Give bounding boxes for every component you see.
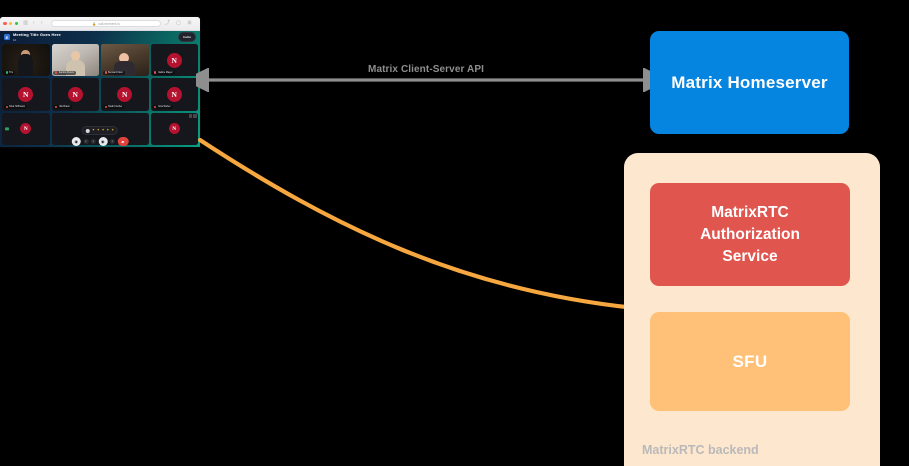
window-traffic-lights[interactable] <box>3 21 19 26</box>
matrixrtc-backend-caption: MatrixRTC backend <box>642 443 759 457</box>
participant-tile[interactable]: N Nils Braun <box>51 78 99 111</box>
raise-hand-button[interactable]: • <box>90 138 96 144</box>
matrixrtc-authorization-service-node[interactable]: MatrixRTC Authorization Service <box>650 183 850 286</box>
end-call-button[interactable]: ▰ <box>117 136 129 146</box>
expand-icon[interactable] <box>193 114 197 118</box>
reaction-star-icon[interactable]: ✦ <box>96 127 100 132</box>
auth-label-line-2: Authorization <box>700 225 800 243</box>
video-call-app: E Meeting Title Goes Here 12 · Invite Ti… <box>0 31 200 147</box>
sfu-label: SFU <box>732 351 768 371</box>
auth-label-line-3: Service <box>722 247 778 265</box>
maximize-window-button[interactable] <box>14 21 19 26</box>
share-icon[interactable]: ⤴ <box>165 20 171 26</box>
browser-toolbar: ▥ ‹ › 🔒 call.element.io ⤴ ▢ ⊞ <box>0 17 200 31</box>
share-screen-button[interactable]: • <box>109 138 115 144</box>
avatar: N <box>117 86 133 102</box>
call-controls: ✦ ✦ ✦ ✦ ✦ ◉ • • ◉ • ▰ <box>71 126 129 146</box>
address-bar-url: call.element.io <box>98 21 121 26</box>
control-buttons: ◉ • • ◉ • ▰ <box>71 136 129 146</box>
microphone-muted-icon <box>104 71 107 74</box>
screenshare-tile[interactable]: N <box>2 112 50 145</box>
screenshare-indicator <box>5 127 10 131</box>
meeting-info: Meeting Title Goes Here 12 · <box>13 32 175 42</box>
participant-tile[interactable]: Bernard Klein <box>101 44 149 77</box>
reaction-star-icon[interactable]: ✦ <box>106 127 110 132</box>
participant-tile[interactable]: N <box>150 112 198 145</box>
participant-name: Nora Weber <box>157 105 171 109</box>
participant-name-chip: Nina Hoffmann <box>3 104 28 110</box>
screen-share-icon <box>5 127 10 131</box>
reaction-star-icon[interactable]: ✦ <box>101 127 105 132</box>
participant-name: Tim <box>9 71 14 75</box>
puzzle-icon[interactable]: ⊞ <box>187 20 192 26</box>
address-bar[interactable]: 🔒 call.element.io <box>51 19 161 28</box>
matrix-homeserver-node[interactable]: Matrix Homeserver <box>650 31 849 134</box>
client-server-api-arrow <box>196 68 656 92</box>
lock-icon: 🔒 <box>92 21 97 26</box>
participant-name-chip: Sandra Peters <box>53 70 76 75</box>
participant-name-chip: Tim <box>3 70 16 75</box>
matrixrtc-authorization-service-label: MatrixRTC Authorization Service <box>700 202 800 268</box>
tile-badges <box>188 114 197 118</box>
auth-label-line-1: MatrixRTC <box>711 203 789 221</box>
invite-button[interactable]: Invite <box>178 32 196 42</box>
participant-tile[interactable]: Sandra Peters <box>51 44 99 77</box>
matrixrtc-backend-panel: MatrixRTC Authorization Service SFU Matr… <box>624 153 880 466</box>
participant-name: Nadine Mayer <box>157 71 173 75</box>
participant-name-chip: Noah Fischer <box>102 104 125 110</box>
reaction-star-icon[interactable]: ✦ <box>111 127 115 132</box>
sfu-node[interactable]: SFU <box>650 312 850 411</box>
participant-name-chip: Nadine Mayer <box>152 70 175 75</box>
avatar: N <box>166 86 182 102</box>
avatar: N <box>67 86 83 102</box>
participant-name: Nils Braun <box>58 105 70 109</box>
microphone-muted-icon <box>55 105 58 109</box>
reaction-star-icon[interactable]: ✦ <box>91 127 95 132</box>
microphone-button[interactable]: ◉ <box>71 136 81 146</box>
more-button[interactable]: • <box>83 138 89 144</box>
participant-count: 12 · <box>13 37 18 42</box>
camera-button[interactable]: ◉ <box>98 136 108 146</box>
participant-tile[interactable]: Tim <box>2 44 50 77</box>
microphone-muted-icon <box>154 71 157 74</box>
reaction-bar[interactable]: ✦ ✦ ✦ ✦ ✦ <box>81 126 119 135</box>
participant-name: Sandra Peters <box>58 71 74 75</box>
browser-window: ▥ ‹ › 🔒 call.element.io ⤴ ▢ ⊞ E Meeting … <box>0 17 200 147</box>
rtc-connection-curve <box>197 137 638 311</box>
pin-icon[interactable] <box>188 114 193 118</box>
avatar: N <box>166 52 182 68</box>
call-header: E Meeting Title Goes Here 12 · Invite <box>0 31 200 43</box>
tabs-icon[interactable]: ▢ <box>176 20 181 26</box>
participant-name-chip: Nora Weber <box>152 104 173 110</box>
participant-tile[interactable]: N Nadine Mayer <box>150 44 198 77</box>
app-logo-icon: E <box>4 34 10 40</box>
participant-name-chip: Bernard Klein <box>102 70 125 75</box>
minimize-window-button[interactable] <box>8 21 13 26</box>
reaction-picker-icon[interactable] <box>85 128 90 133</box>
participant-tile[interactable]: N Nora Weber <box>150 78 198 111</box>
participant-name-chip: Nils Braun <box>53 104 72 110</box>
avatar: N <box>168 123 180 135</box>
avatar: N <box>18 86 34 102</box>
participant-tile[interactable]: N Nina Hoffmann <box>2 78 50 111</box>
toolbar-actions[interactable]: ⤴ ▢ ⊞ <box>165 21 197 26</box>
participant-name: Noah Fischer <box>108 105 123 109</box>
meeting-title: Meeting Title Goes Here <box>13 32 61 38</box>
close-window-button[interactable] <box>3 21 7 26</box>
sidebar-icon[interactable]: ▥ <box>23 20 29 26</box>
participant-name: Bernard Klein <box>108 71 123 75</box>
participant-tile[interactable]: N Noah Fischer <box>101 78 149 111</box>
participant-name: Nina Hoffmann <box>9 105 26 109</box>
avatar: N <box>20 123 32 135</box>
matrix-homeserver-label: Matrix Homeserver <box>671 72 828 92</box>
microphone-muted-icon <box>55 71 58 74</box>
microphone-muted-icon <box>104 105 107 109</box>
microphone-muted-icon <box>154 105 157 109</box>
forward-arrow-icon[interactable]: › <box>40 20 43 26</box>
back-arrow-icon[interactable]: ‹ <box>32 20 35 26</box>
microphone-muted-icon <box>5 105 8 109</box>
microphone-icon <box>5 71 8 74</box>
